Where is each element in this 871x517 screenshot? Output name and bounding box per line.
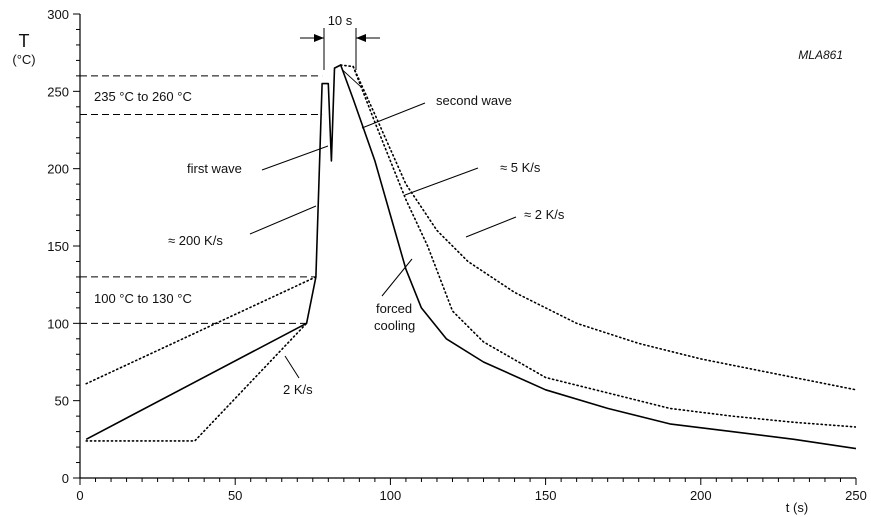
hatch-line (774, 65, 856, 360)
axes: 0 50 100 150 200 250 0 50 100 150 200 250 300 (47, 7, 867, 503)
hatch-line (788, 65, 856, 360)
hatch-line (634, 65, 856, 360)
x-tick-label: 250 (845, 488, 867, 503)
hatch-line (760, 65, 856, 360)
hatch-line (382, 65, 743, 360)
hatch-line (494, 65, 855, 360)
series-0-line (85, 64, 856, 450)
hatch-line (704, 65, 856, 360)
hatch-line (480, 65, 841, 360)
hatch-line (452, 65, 813, 360)
hatch-line (732, 65, 856, 360)
hatch-line (718, 65, 856, 360)
dimension-label: 10 s (328, 13, 353, 28)
leader-first-wave (261, 145, 329, 171)
hatch-line (550, 65, 856, 360)
hatch-line (438, 65, 799, 360)
hatch-line (508, 65, 856, 360)
hatch-line (620, 65, 856, 360)
series-4-line (352, 65, 856, 428)
leader-forced-cooling (381, 258, 413, 297)
reference-lines (80, 75, 323, 324)
figure-code-label: MLA861 (798, 48, 843, 62)
y-tick-label: 200 (47, 162, 69, 177)
hatch-line (536, 65, 856, 360)
annotation-cooling: cooling (374, 318, 415, 333)
hatch-line (830, 65, 856, 360)
hatch-line (746, 65, 856, 360)
hatch-line (592, 65, 856, 360)
annotation-5ks: ≈ 5 K/s (500, 160, 541, 175)
hatch-line (340, 65, 659, 360)
leader-5ks (404, 167, 479, 196)
y-tick-label: 250 (47, 84, 69, 99)
annotation-2ks-lower: 2 K/s (283, 382, 313, 397)
hatch-line (522, 65, 856, 360)
hatch-line (410, 65, 771, 360)
y-tick-label: 300 (47, 7, 69, 22)
hatch-line (858, 29, 871, 359)
hatch-line (564, 65, 856, 360)
series-1-line (85, 276, 317, 385)
annotation-forced: forced (376, 301, 412, 316)
hatch-line (816, 65, 856, 360)
hatch-line (606, 65, 856, 360)
y-tick-label: 0 (62, 471, 69, 486)
hatch-line (466, 65, 827, 360)
annotation-100-130: 100 °C to 130 °C (94, 291, 192, 306)
annotation-second-wave: second wave (436, 93, 512, 108)
x-axis-label: t (s) (786, 500, 808, 515)
hatch-line (676, 65, 856, 360)
hatch-line (844, 65, 856, 360)
hatch-line (396, 65, 757, 360)
y-tick-label: 100 (47, 316, 69, 331)
hatch-line (690, 65, 856, 360)
series-group (85, 64, 856, 450)
annotation-2ks-upper: ≈ 2 K/s (524, 207, 565, 222)
x-ticks: 0 50 100 150 200 250 (76, 478, 867, 503)
y-axis-label: T (19, 31, 30, 51)
x-tick-label: 50 (228, 488, 242, 503)
x-tick-label: 0 (76, 488, 83, 503)
y-axis-unit: (°C) (12, 52, 35, 67)
leader-2ks-upper (465, 216, 517, 238)
hatch-line (662, 65, 856, 360)
hatch-line (340, 65, 673, 360)
annotation-235-260: 235 °C to 260 °C (94, 89, 192, 104)
hatch-line (648, 65, 856, 360)
leader-second-wave (361, 102, 426, 129)
annotation-first-wave: first wave (187, 161, 242, 176)
dimension-10s: 10 s (300, 13, 380, 70)
leader-2ks-lower (284, 355, 300, 379)
series-3-line (339, 64, 856, 391)
annotations: 235 °C to 260 °C second wave first wave … (94, 89, 565, 397)
series-2-line (85, 322, 308, 442)
x-tick-label: 200 (690, 488, 712, 503)
y-ticks: 0 50 100 150 200 250 300 (47, 7, 80, 486)
x-tick-label: 100 (380, 488, 402, 503)
y-tick-label: 150 (47, 239, 69, 254)
annotation-200ks: ≈ 200 K/s (168, 233, 223, 248)
hatch-line (802, 65, 856, 360)
x-tick-label: 150 (535, 488, 557, 503)
hatch-line (424, 65, 785, 360)
hatch-line (578, 65, 856, 360)
y-tick-label: 50 (55, 394, 69, 409)
leader-200ks (249, 205, 317, 235)
